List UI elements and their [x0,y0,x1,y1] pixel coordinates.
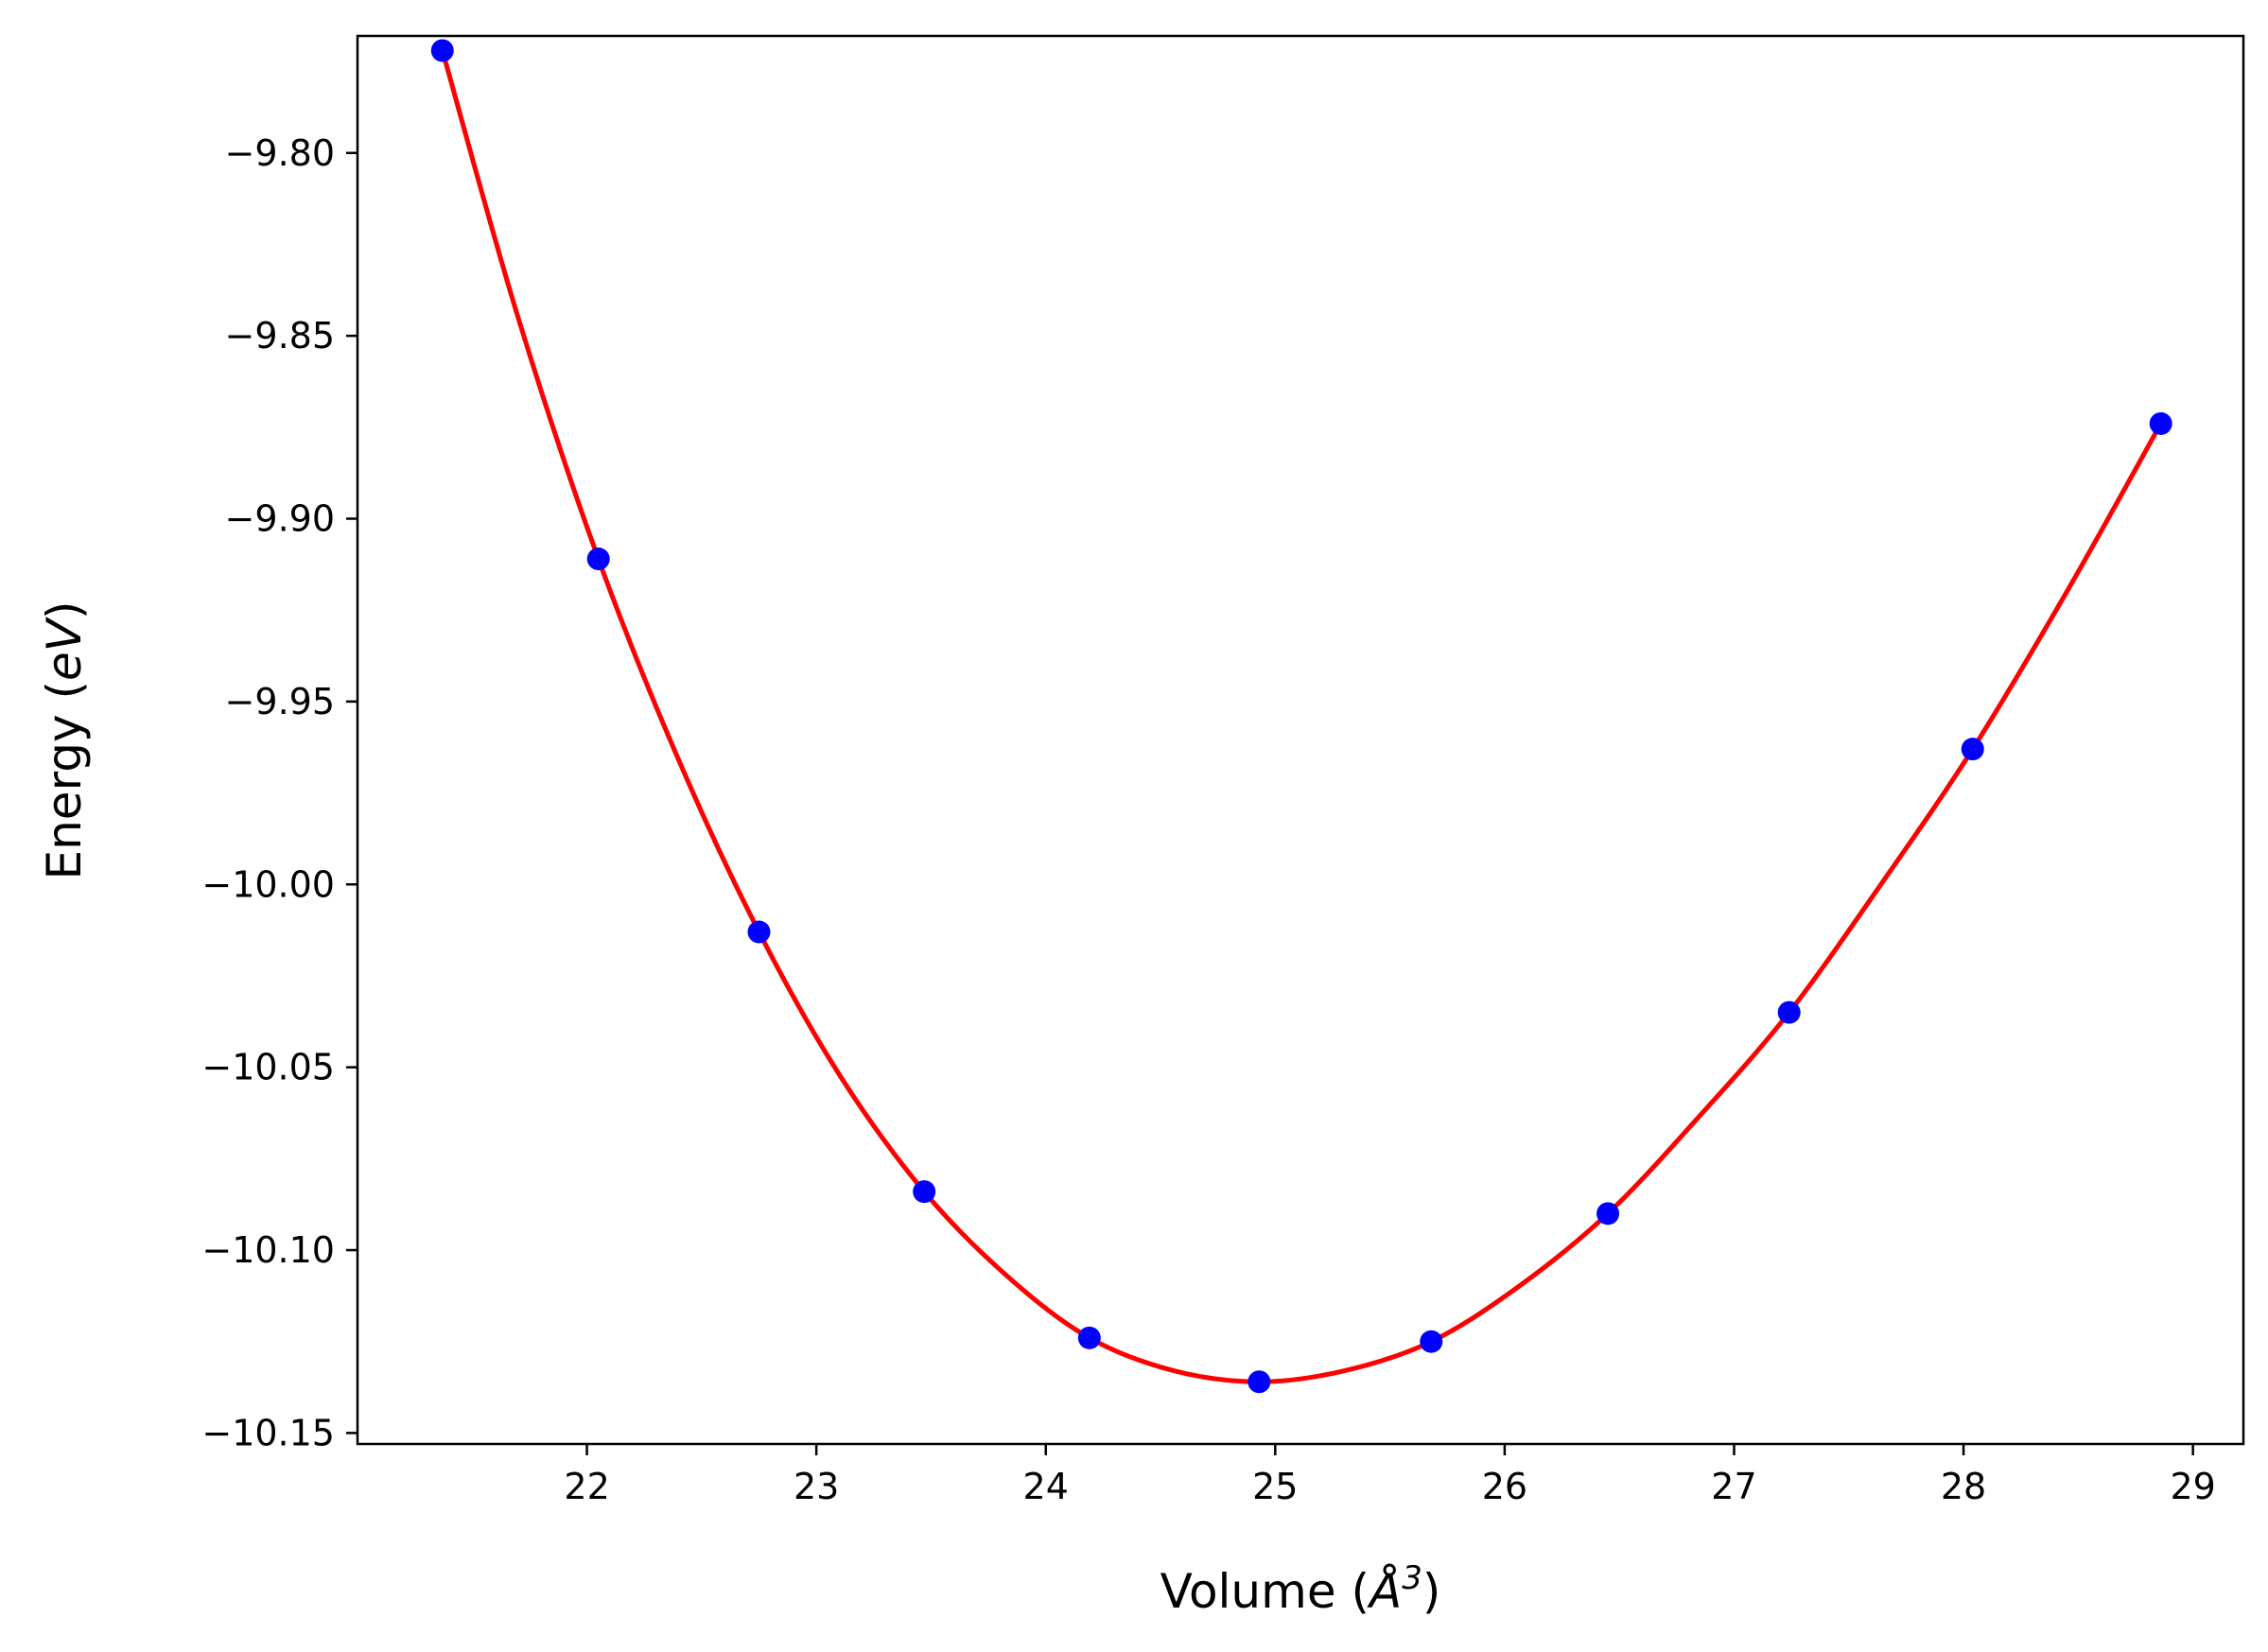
x-tick-label: 26 [1482,1466,1527,1507]
data-point [1420,1330,1443,1353]
y-tick-label: −9.90 [225,498,335,540]
y-tick-label: −9.80 [225,132,335,174]
y-axis-title-main: Energy ( [37,681,92,879]
x-axis-ticks: 22 23 24 25 26 27 28 29 [564,1444,2216,1507]
x-tick-label: 24 [1023,1466,1069,1507]
y-axis-title: Energy (eV) [37,601,92,880]
x-tick-label: 27 [1711,1466,1756,1507]
data-point [913,1180,936,1204]
y-axis-ticks: −9.80 −9.85 −9.90 −9.95 −10.00 −10.05 −10.10 −1… [201,132,358,1453]
x-axis-title-main: Volume ( [1160,1564,1370,1619]
x-tick-label: 22 [564,1466,609,1507]
data-point [1077,1326,1101,1349]
y-tick-label: −10.05 [201,1047,335,1088]
series-layer [430,39,2172,1394]
plot-frame [356,34,2245,1446]
x-tick-label: 25 [1252,1466,1298,1507]
plot-area [358,36,2243,1444]
y-axis-title-close: ) [37,601,92,620]
x-tick-label: 28 [1941,1466,1986,1507]
data-point [1596,1202,1620,1226]
data-point [2149,411,2172,435]
x-tick-label: 29 [2170,1466,2215,1507]
data-point [586,548,610,571]
data-point [1247,1370,1271,1394]
x-tick-label: 23 [794,1466,839,1507]
x-axis-title-close: ) [1422,1564,1441,1619]
y-axis-title-unit: eV [37,616,92,681]
x-axis-title-exponent: 3 [1402,1559,1422,1597]
x-axis-title-unit: Å [1367,1564,1402,1619]
x-axis-title: Volume (Å3) [1160,1559,1441,1619]
y-tick-label: −10.10 [201,1229,335,1271]
y-tick-label: −9.95 [225,681,335,722]
fit-curve-line [440,47,2164,1384]
y-tick-label: −10.15 [201,1412,335,1453]
data-point [430,39,454,62]
y-tick-label: −9.85 [225,315,335,356]
data-point [1961,738,1984,761]
y-tick-label: −10.00 [201,863,335,905]
data-point [1777,1000,1801,1024]
data-point [747,920,771,944]
